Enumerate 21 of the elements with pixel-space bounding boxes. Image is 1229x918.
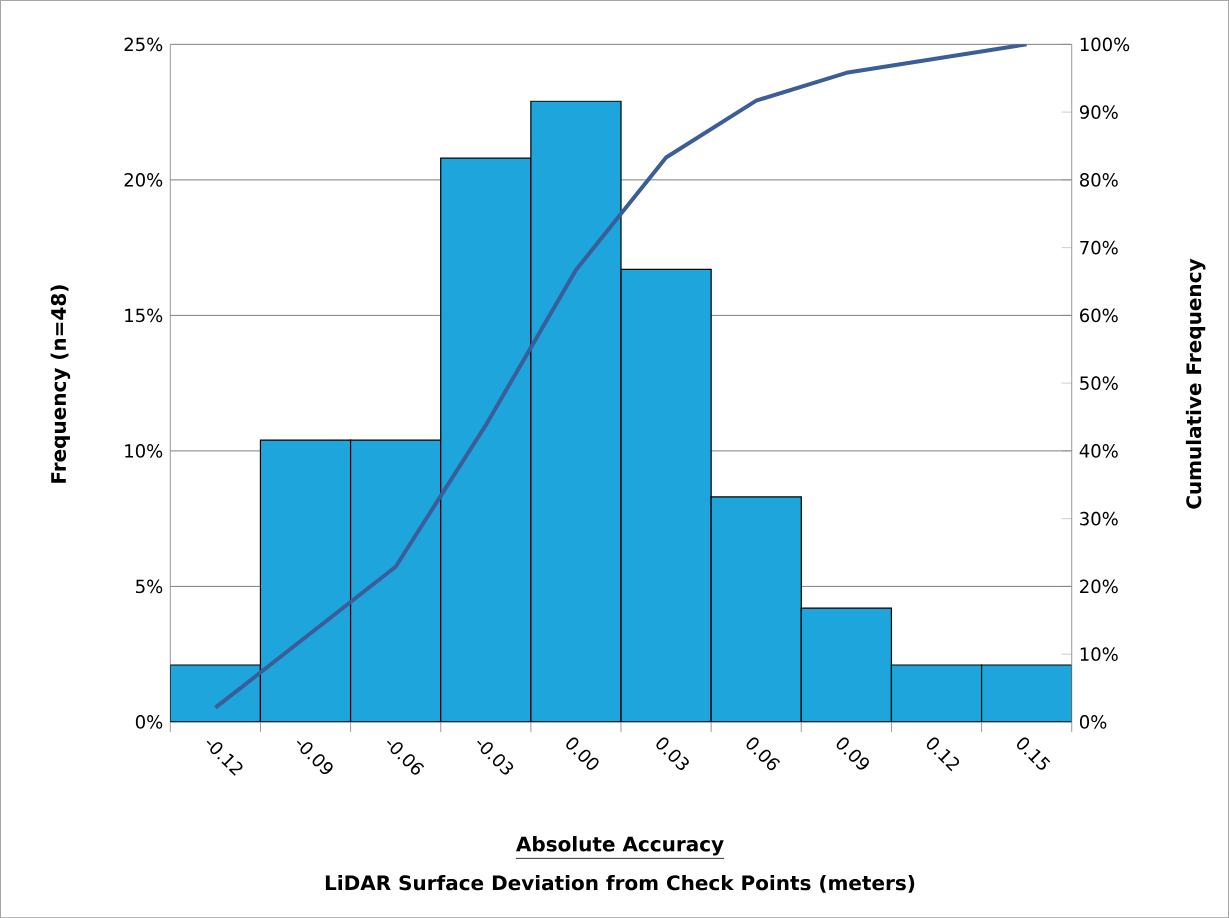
y2-tick-label: 90%	[1079, 105, 1118, 119]
y-tick-label: 0%	[135, 715, 163, 729]
y-axis-title: Frequency (n=48)	[50, 285, 71, 483]
y2-tick-label: 70%	[1080, 240, 1118, 255]
y-tick-label: 10%	[125, 443, 163, 458]
y-tick-label: 5%	[136, 579, 163, 594]
y2-tick-label: 40%	[1079, 443, 1118, 458]
y2-tick-label: 20%	[1080, 579, 1118, 594]
y2-tick-label: 30%	[1080, 511, 1118, 526]
y2-tick-label: 50%	[1080, 376, 1118, 390]
y2-tick-label: 60%	[1080, 308, 1118, 323]
x-axis-title: Absolute Accuracy	[516, 835, 724, 856]
y-tick-label: 25%	[124, 37, 163, 52]
y2-tick-label: 10%	[1080, 647, 1118, 661]
y2-axis-title: Cumulative Frequency	[1185, 258, 1206, 509]
y2-tick-label: 100%	[1080, 37, 1130, 52]
y2-tick-label: 80%	[1080, 172, 1118, 187]
text: LiDAR Surface Deviation from Check Points (meters)	[325, 874, 915, 893]
y2-tick-label: 0%	[1079, 715, 1107, 729]
y-tick-label: 15%	[125, 308, 163, 323]
y-tick-label: 20%	[124, 172, 163, 187]
